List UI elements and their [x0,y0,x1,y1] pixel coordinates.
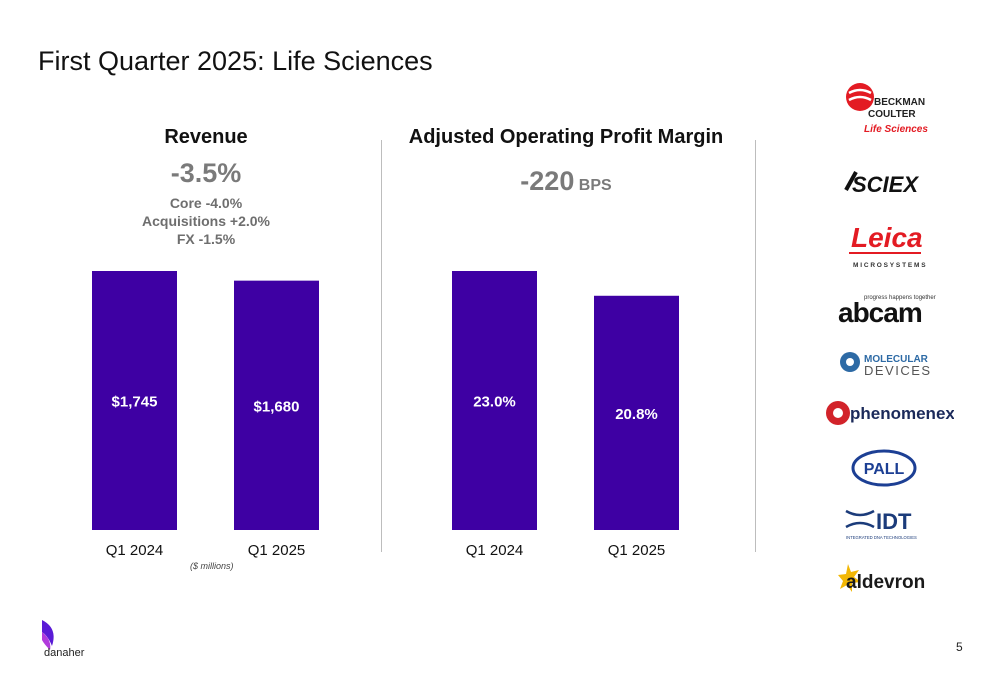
pall-logo: PALL [851,449,917,487]
phenomenex-logo: phenomenex [826,401,954,425]
margin-change: -220 BPS [446,166,686,197]
abcam-text: abcam [838,297,922,328]
slide-title: First Quarter 2025: Life Sciences [38,46,433,76]
revenue-data-label-2: $1,680 [254,398,300,415]
pall-text: PALL [864,461,905,478]
revenue-bar-2 [234,280,319,530]
aldevron-logo: aldevron [838,564,925,593]
leica-text: Leica [851,222,923,253]
margin-data-label-1: 23.0% [473,394,516,411]
revenue-growth: -3.5% [170,158,242,188]
panel-divider [381,140,382,552]
sciex-logo: SCIEX [844,171,919,197]
units-note: ($ millions) [190,561,234,571]
molecular-text: MOLECULAR [864,354,929,365]
margin-category-label-1: Q1 2024 [466,542,524,559]
life-sciences-text: Life Sciences [864,124,928,135]
sciex-text: SCIEX [852,172,919,197]
idt-logo: IDT INTEGRATED DNA TECHNOLOGIES [845,509,917,540]
revenue-chart: $1,745 Q1 2024 $1,680 Q1 2025 [92,271,319,559]
revenue-core: Core -4.0% [169,195,243,211]
abcam-tagline: progress happens together [864,295,936,301]
molecular-devices-logo: MOLECULAR DEVICES [840,352,932,378]
revenue-data-label-1: $1,745 [112,394,158,411]
margin-change-unit: BPS [578,177,612,194]
aldevron-text: aldevron [846,572,925,593]
revenue-title: Revenue [164,126,248,148]
brand-logos: BECKMAN COULTER Life Sciences SCIEX Leic… [790,70,980,610]
margin-title: Adjusted Operating Profit Margin [408,126,724,148]
leica-logo: Leica MICROSYSTEMS [849,222,927,269]
page-number: 5 [956,640,963,654]
abcam-logo: progress happens together abcam [838,295,936,328]
margin-chart: 23.0% Q1 2024 20.8% Q1 2025 [452,271,679,559]
leica-sub-text: MICROSYSTEMS [853,262,927,269]
revenue-category-label-2: Q1 2025 [248,542,306,559]
margin-bar-1 [452,271,537,530]
danaher-logo: danaher [42,620,85,659]
beckman-text: BECKMAN [874,97,925,108]
idt-sub-text: INTEGRATED DNA TECHNOLOGIES [846,535,917,540]
revenue-bar-1 [92,271,177,530]
beckman-coulter-logo: BECKMAN COULTER Life Sciences [846,83,928,135]
devices-text: DEVICES [864,363,932,378]
revenue-acquisitions: Acquisitions +2.0% [142,213,270,229]
phenomenex-text: phenomenex [850,404,954,423]
margin-change-value: -220 [520,166,575,196]
danaher-text: danaher [44,647,85,659]
coulter-text: COULTER [868,109,916,120]
margin-bar-2 [594,295,679,530]
logo-divider [755,140,756,552]
margin-data-label-2: 20.8% [615,406,658,423]
revenue-fx: FX -1.5% [176,231,236,247]
margin-category-label-2: Q1 2025 [608,542,666,559]
revenue-category-label-1: Q1 2024 [106,542,164,559]
idt-text: IDT [876,509,912,534]
